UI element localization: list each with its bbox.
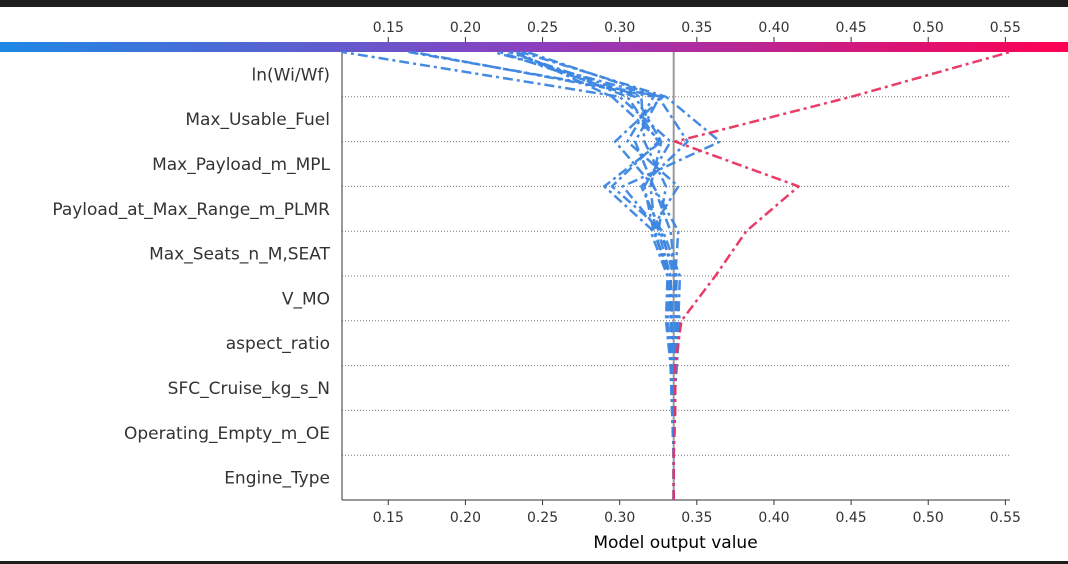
x-tick-label-bottom: 0.20 [450,510,481,526]
x-tick-label-top: 0.30 [604,20,635,36]
feature-label: Max_Seats_n_M,SEAT [149,245,331,265]
feature-label: Max_Usable_Fuel [185,110,330,130]
decision-line [492,50,689,500]
x-tick-label-bottom: 0.45 [836,510,867,526]
x-tick-label-top: 0.45 [836,20,867,36]
x-tick-label-top: 0.35 [681,20,712,36]
x-tick-label-bottom: 0.30 [604,510,635,526]
feature-label: Operating_Empty_m_OE [124,424,330,444]
bottom-border [0,561,1068,564]
x-tick-label-bottom: 0.35 [681,510,712,526]
decision-line [341,50,675,500]
feature-label: V_MO [282,289,330,309]
x-axis-label: Model output value [593,533,757,553]
x-tick-label-top: 0.55 [990,20,1021,36]
feature-label: SFC_Cruise_kg_s_N [168,379,330,399]
x-tick-label-bottom: 0.15 [373,510,404,526]
decision-line [520,50,722,500]
feature-label: aspect_ratio [226,334,330,354]
x-tick-label-bottom: 0.55 [990,510,1021,526]
x-tick-label-top: 0.25 [527,20,558,36]
x-tick-label-bottom: 0.40 [758,510,789,526]
x-tick-label-top: 0.15 [373,20,404,36]
x-tick-label-bottom: 0.25 [527,510,558,526]
feature-label: Max_Payload_m_MPL [152,155,330,175]
top-border [0,0,1068,7]
x-tick-label-top: 0.20 [450,20,481,36]
feature-label: Payload_at_Max_Range_m_PLMR [52,200,330,220]
decision-line [511,50,682,500]
feature-label: Engine_Type [224,469,330,489]
decision-line [672,50,1011,500]
decision-line [515,50,675,500]
x-tick-label-top: 0.50 [913,20,944,36]
feature-label: ln(Wi/Wf) [252,65,330,85]
x-tick-label-bottom: 0.50 [913,510,944,526]
x-tick-label-top: 0.40 [758,20,789,36]
colorbar [0,42,1068,52]
